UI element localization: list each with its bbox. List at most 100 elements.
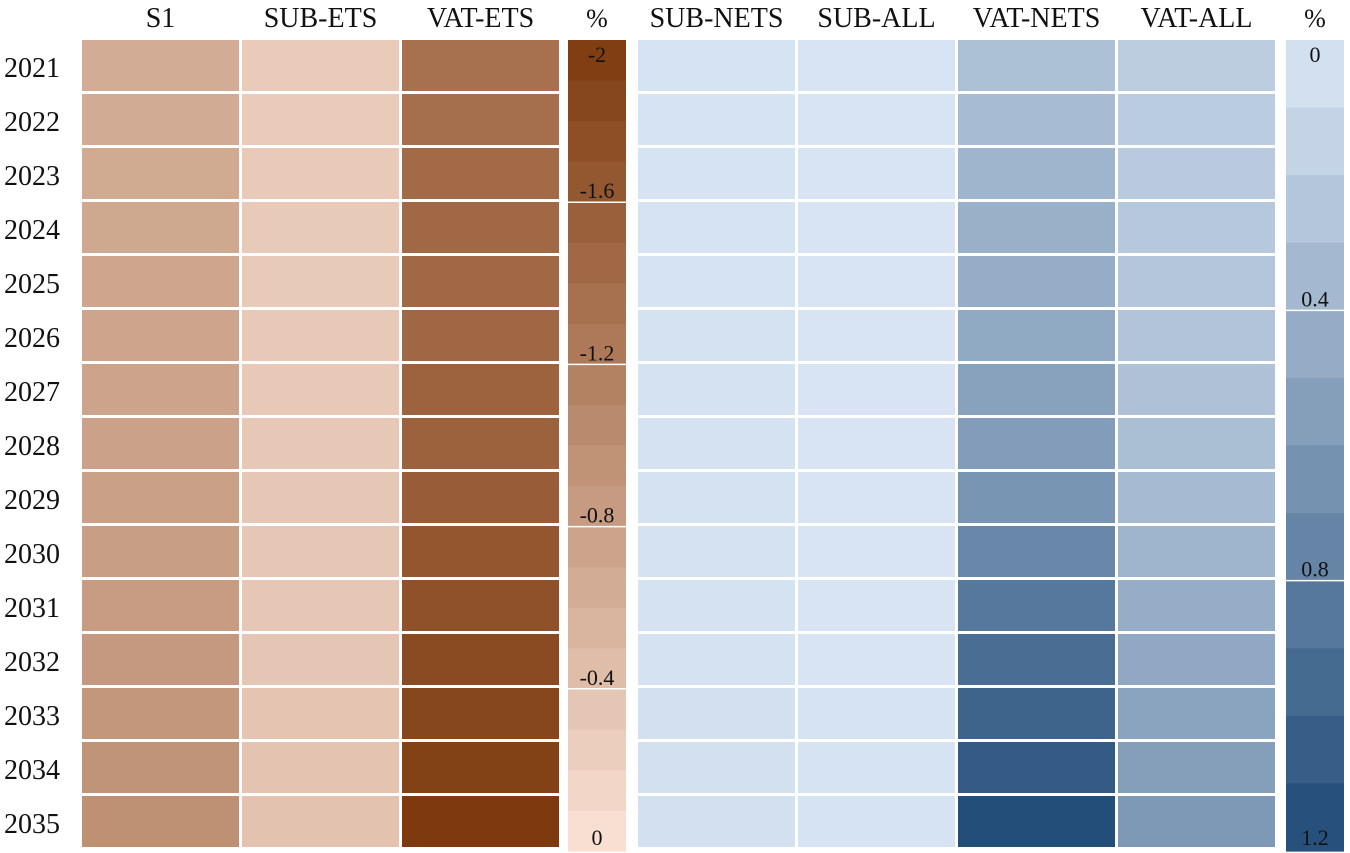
heatmap-cell-s1-2029: [82, 472, 239, 523]
heatmap-cell-sub-all-2021: [798, 40, 955, 91]
heatmap-cell-s1-2024: [82, 202, 239, 253]
heatmap-cell-sub-ets-2032: [242, 634, 399, 685]
row-label-2031: 2031: [4, 593, 60, 624]
legend-swatch-brown: [568, 40, 626, 82]
heatmap-cell-sub-ets-2034: [242, 742, 399, 793]
legend-swatch-blue: [1286, 310, 1344, 379]
row-label-2029: 2029: [4, 485, 60, 516]
heatmap-cell-vat-all-2028: [1118, 418, 1275, 469]
legend-swatch-blue: [1286, 107, 1344, 176]
heatmap-cell-sub-nets-2022: [638, 94, 795, 145]
heatmap-cell-vat-nets-2029: [958, 472, 1115, 523]
heatmap-cell-vat-ets-2023: [402, 148, 559, 199]
heatmap-cell-sub-nets-2029: [638, 472, 795, 523]
column-header-vat-nets: VAT-NETS: [973, 3, 1101, 34]
legend-swatch-brown: [568, 242, 626, 284]
heatmap-cell-sub-all-2022: [798, 94, 955, 145]
heatmap-cell-vat-nets-2027: [958, 364, 1115, 415]
heatmap-cell-s1-2022: [82, 94, 239, 145]
row-label-2025: 2025: [4, 269, 60, 300]
heatmap-cell-vat-ets-2024: [402, 202, 559, 253]
heatmap-cell-sub-ets-2021: [242, 40, 399, 91]
column-header-sub-all: SUB-ALL: [817, 3, 935, 34]
legend-tick-label-blue: 0.8: [1301, 557, 1329, 582]
heatmap-cell-vat-ets-2021: [402, 40, 559, 91]
heatmap-cell-s1-2035: [82, 796, 239, 847]
heatmap-cell-sub-all-2035: [798, 796, 955, 847]
legend-swatch-blue: [1286, 783, 1344, 852]
heatmap-cell-sub-nets-2028: [638, 418, 795, 469]
heatmap-cell-s1-2033: [82, 688, 239, 739]
row-label-2028: 2028: [4, 431, 60, 462]
heatmap-cell-sub-all-2024: [798, 202, 955, 253]
heatmap-cell-sub-all-2030: [798, 526, 955, 577]
heatmap-cell-vat-nets-2033: [958, 688, 1115, 739]
heatmap-cell-vat-ets-2022: [402, 94, 559, 145]
heatmap-cell-vat-nets-2032: [958, 634, 1115, 685]
heatmap-cell-vat-all-2021: [1118, 40, 1275, 91]
heatmap-cell-vat-all-2026: [1118, 310, 1275, 361]
legend-swatch-blue: [1286, 715, 1344, 785]
legend-swatch-blue: [1286, 175, 1344, 244]
legend-swatch-brown: [568, 769, 626, 812]
heatmap-cell-vat-all-2027: [1118, 364, 1275, 415]
heatmap-cell-sub-nets-2025: [638, 256, 795, 307]
heatmap-cell-sub-ets-2024: [242, 202, 399, 253]
heatmap-cell-sub-ets-2030: [242, 526, 399, 577]
legend-swatch-brown: [568, 567, 626, 609]
column-header-sub-nets: SUB-NETS: [650, 3, 784, 34]
heatmap-cell-vat-nets-2031: [958, 580, 1115, 631]
heatmap-cell-s1-2032: [82, 634, 239, 685]
row-label-2027: 2027: [4, 377, 60, 408]
legend-tick-label-brown: 0: [592, 825, 603, 850]
heatmap-cell-sub-all-2029: [798, 472, 955, 523]
heatmap-cell-sub-nets-2024: [638, 202, 795, 253]
heatmap-cell-vat-ets-2027: [402, 364, 559, 415]
heatmap-cell-sub-all-2027: [798, 364, 955, 415]
legend-swatch-brown: [568, 404, 626, 447]
heatmap-cell-vat-nets-2034: [958, 742, 1115, 793]
heatmap-cell-sub-nets-2026: [638, 310, 795, 361]
legend-swatch-blue: [1286, 513, 1344, 582]
legend-swatch-brown: [568, 202, 626, 244]
heatmap-cell-sub-all-2033: [798, 688, 955, 739]
heatmap-cell-sub-nets-2021: [638, 40, 795, 91]
legend-swatch-brown: [568, 121, 626, 163]
heatmap-cell-s1-2026: [82, 310, 239, 361]
legend-swatch-brown: [568, 323, 626, 365]
heatmap-cell-sub-all-2032: [798, 634, 955, 685]
legend-swatch-brown: [568, 364, 626, 406]
heatmap-cell-vat-nets-2026: [958, 310, 1115, 361]
column-header-sub-ets: SUB-ETS: [264, 3, 378, 34]
legend-title-brown: %: [586, 4, 608, 33]
heatmap-cell-vat-nets-2025: [958, 256, 1115, 307]
heatmap-cell-sub-all-2023: [798, 148, 955, 199]
heatmap-cell-sub-all-2031: [798, 580, 955, 631]
heatmap-cell-vat-ets-2028: [402, 418, 559, 469]
legend-swatch-brown: [568, 648, 626, 690]
heatmap-cell-sub-ets-2029: [242, 472, 399, 523]
heatmap-cell-s1-2031: [82, 580, 239, 631]
heatmap-cell-s1-2025: [82, 256, 239, 307]
legend-tick-label-blue: 0.4: [1301, 286, 1329, 311]
heatmap-cell-vat-nets-2028: [958, 418, 1115, 469]
legend-swatch-blue: [1286, 242, 1344, 311]
heatmap-cell-sub-nets-2034: [638, 742, 795, 793]
heatmap-cell-sub-ets-2028: [242, 418, 399, 469]
heatmap-cell-vat-nets-2035: [958, 796, 1115, 847]
heatmap-cell-vat-ets-2032: [402, 634, 559, 685]
heatmap-cell-vat-ets-2034: [402, 742, 559, 793]
heatmap-cell-vat-ets-2025: [402, 256, 559, 307]
legend-swatch-brown: [568, 161, 626, 203]
legend-swatch-brown: [568, 80, 626, 122]
heatmap-cell-sub-all-2026: [798, 310, 955, 361]
row-label-2034: 2034: [4, 755, 60, 786]
row-label-2021: 2021: [4, 53, 60, 84]
heatmap-cell-vat-all-2035: [1118, 796, 1275, 847]
row-label-2030: 2030: [4, 539, 60, 570]
legend-swatch-blue: [1286, 445, 1344, 514]
legend-tick-label-brown: -0.8: [580, 503, 615, 528]
row-label-2023: 2023: [4, 161, 60, 192]
heatmap-cell-sub-nets-2032: [638, 634, 795, 685]
heatmap-cell-s1-2027: [82, 364, 239, 415]
